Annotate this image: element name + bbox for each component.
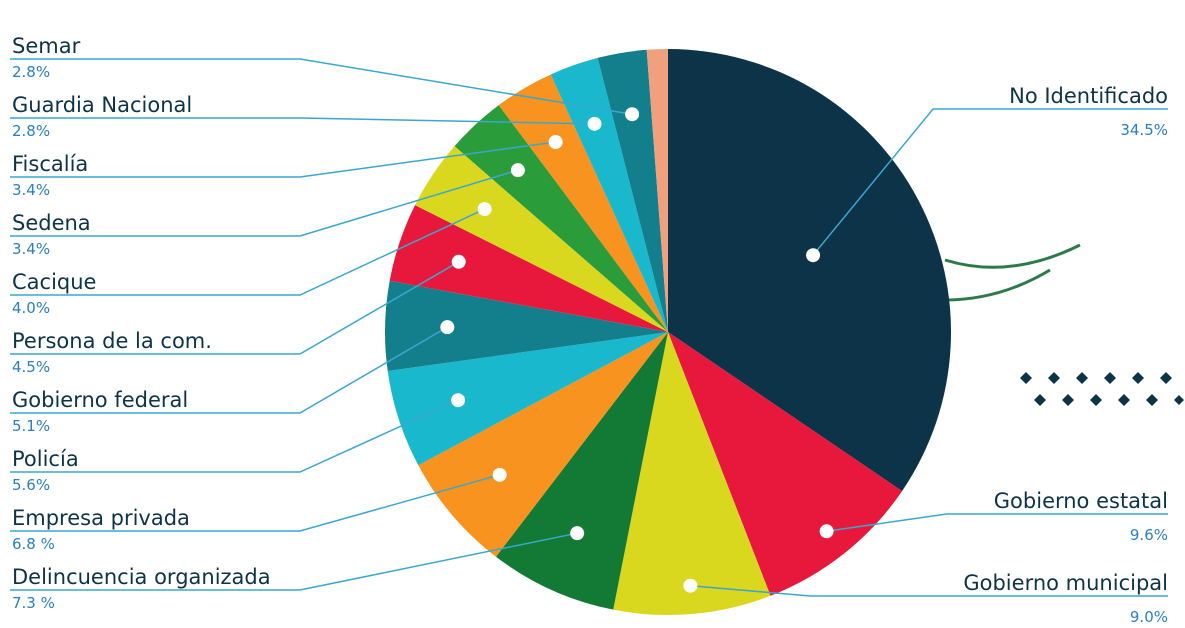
value-label: 2.8% xyxy=(12,63,50,81)
label-dot xyxy=(440,320,455,335)
pie-slice xyxy=(646,49,668,332)
label-dot xyxy=(492,467,507,482)
category-label: Fiscalía xyxy=(12,152,88,176)
category-label: Cacique xyxy=(12,270,96,294)
pie-slice xyxy=(415,146,668,332)
label-dot xyxy=(451,254,466,269)
pie-slice xyxy=(495,332,668,610)
pie-slice xyxy=(668,332,903,596)
leader-line xyxy=(812,108,1168,256)
value-label: 7.3 % xyxy=(12,594,55,612)
leader-line xyxy=(10,399,459,473)
pie-slice xyxy=(389,205,668,332)
pie-slice xyxy=(384,280,668,371)
pie-slice xyxy=(454,105,668,332)
value-label: 4.0% xyxy=(12,299,50,317)
value-label: 3.4% xyxy=(12,181,50,199)
value-label: 2.8% xyxy=(12,122,50,140)
leader-line xyxy=(10,474,500,532)
leader-line xyxy=(10,326,448,414)
pie-slice xyxy=(550,57,668,333)
value-label: 5.1% xyxy=(12,417,50,435)
leader-line xyxy=(690,584,1168,597)
label-dot xyxy=(477,202,492,217)
leader-line xyxy=(10,169,519,237)
category-label: Gobierno estatal xyxy=(994,489,1168,513)
label-dot xyxy=(625,107,640,122)
pie-slice xyxy=(387,332,668,466)
category-label: Gobierno federal xyxy=(12,388,188,412)
decoration xyxy=(944,243,1184,406)
category-label: Sedena xyxy=(12,211,91,235)
label-dot xyxy=(548,134,563,149)
category-label: Semar xyxy=(12,34,81,58)
category-label: Empresa privada xyxy=(12,506,190,530)
label-dot xyxy=(570,526,585,541)
leader-line xyxy=(10,261,460,355)
category-label: Gobierno municipal xyxy=(963,571,1168,595)
pie-slice xyxy=(418,332,668,557)
label-dot xyxy=(451,393,466,408)
pie-slice xyxy=(613,332,771,615)
category-label: Guardia Nacional xyxy=(12,93,192,117)
label-dot xyxy=(806,248,821,263)
value-label: 4.5% xyxy=(12,358,50,376)
pie-slice xyxy=(597,49,668,333)
label-dot xyxy=(510,163,525,178)
value-label: 9.6% xyxy=(1130,526,1168,544)
value-label: 6.8 % xyxy=(12,535,55,553)
leader-line xyxy=(10,141,556,178)
pie-slice xyxy=(668,49,951,492)
value-label: 9.0% xyxy=(1130,608,1168,626)
leader-line xyxy=(10,532,578,591)
label-dot xyxy=(819,524,834,539)
leader-line xyxy=(826,513,1168,533)
pie-slice xyxy=(498,74,668,333)
label-dot xyxy=(683,578,698,593)
leader-line xyxy=(10,117,595,125)
value-label: 3.4% xyxy=(12,240,50,258)
leader-line xyxy=(10,58,633,115)
value-label: 5.6% xyxy=(12,476,50,494)
category-label: Delincuencia organizada xyxy=(12,565,271,589)
category-label: Policía xyxy=(12,447,79,471)
leader-line xyxy=(10,208,485,296)
category-label: Persona de la com. xyxy=(12,329,212,353)
label-dot xyxy=(587,116,602,131)
category-label: No Identificado xyxy=(1009,84,1168,108)
value-label: 34.5% xyxy=(1120,121,1168,139)
